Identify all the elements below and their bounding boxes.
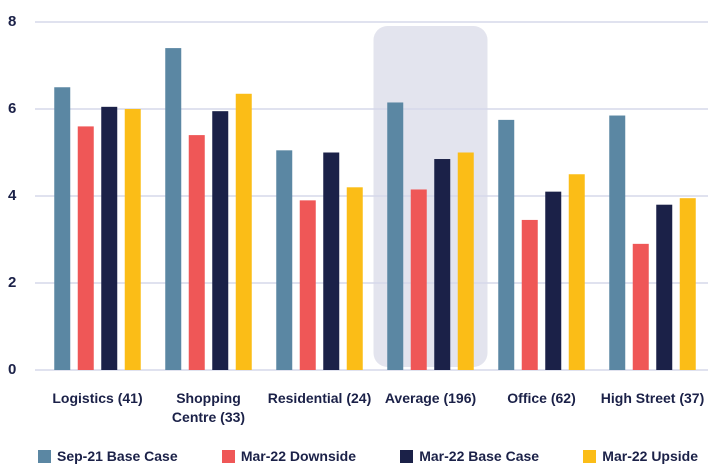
bar — [276, 150, 293, 370]
bar — [632, 243, 649, 370]
legend-item: Sep-21 Base Case — [38, 448, 178, 464]
y-tick-label: 4 — [8, 187, 17, 204]
x-tick-label: Office (62) — [507, 390, 576, 406]
bar — [387, 102, 404, 370]
bar — [323, 152, 340, 370]
x-tick-label: High Street (37) — [600, 390, 705, 406]
bar — [212, 111, 229, 371]
bar — [457, 152, 474, 370]
bar — [346, 187, 363, 370]
y-tick-label: 8 — [8, 13, 16, 30]
legend-item: Mar-22 Upside — [583, 448, 698, 464]
bar — [434, 159, 451, 370]
legend-item: Mar-22 Base Case — [400, 448, 539, 464]
bar — [165, 48, 182, 370]
bar — [54, 87, 71, 370]
legend-swatch — [221, 449, 235, 463]
x-tick-label: Average (196) — [384, 390, 477, 406]
bar — [299, 200, 316, 370]
y-tick-label: 0 — [8, 361, 16, 378]
legend-label: Mar-22 Downside — [240, 448, 356, 464]
legend-swatch — [400, 449, 414, 463]
bar — [235, 93, 252, 371]
bar — [410, 189, 427, 370]
y-tick-label: 6 — [8, 100, 16, 117]
legend: Sep-21 Base Case Mar-22 Downside Mar-22 Ba… — [38, 448, 698, 464]
bar — [101, 106, 118, 370]
bar — [188, 135, 205, 370]
legend-swatch — [38, 449, 51, 463]
y-tick-label: 2 — [8, 274, 16, 291]
legend-label: Mar-22 Upside — [602, 448, 698, 464]
bar — [656, 204, 673, 370]
bar — [498, 119, 515, 370]
x-tick-label: Shopping Centre (33) — [171, 390, 246, 425]
bar — [77, 126, 94, 371]
x-tick-label: Logistics (41) — [52, 390, 143, 406]
legend-label: Mar-22 Base Case — [419, 448, 540, 464]
legend-item: Mar-22 Downside — [221, 448, 356, 464]
legend-label: Sep-21 Base Case — [57, 448, 178, 464]
bar — [124, 109, 141, 370]
x-tick-label: Residential (24) — [267, 390, 372, 406]
bar — [521, 219, 538, 370]
plot: 0 2 4 6 8 — [8, 13, 708, 378]
bar — [545, 191, 562, 370]
legend-swatch — [583, 449, 597, 463]
bar — [568, 174, 585, 370]
bar — [609, 115, 626, 371]
bar — [679, 198, 696, 370]
